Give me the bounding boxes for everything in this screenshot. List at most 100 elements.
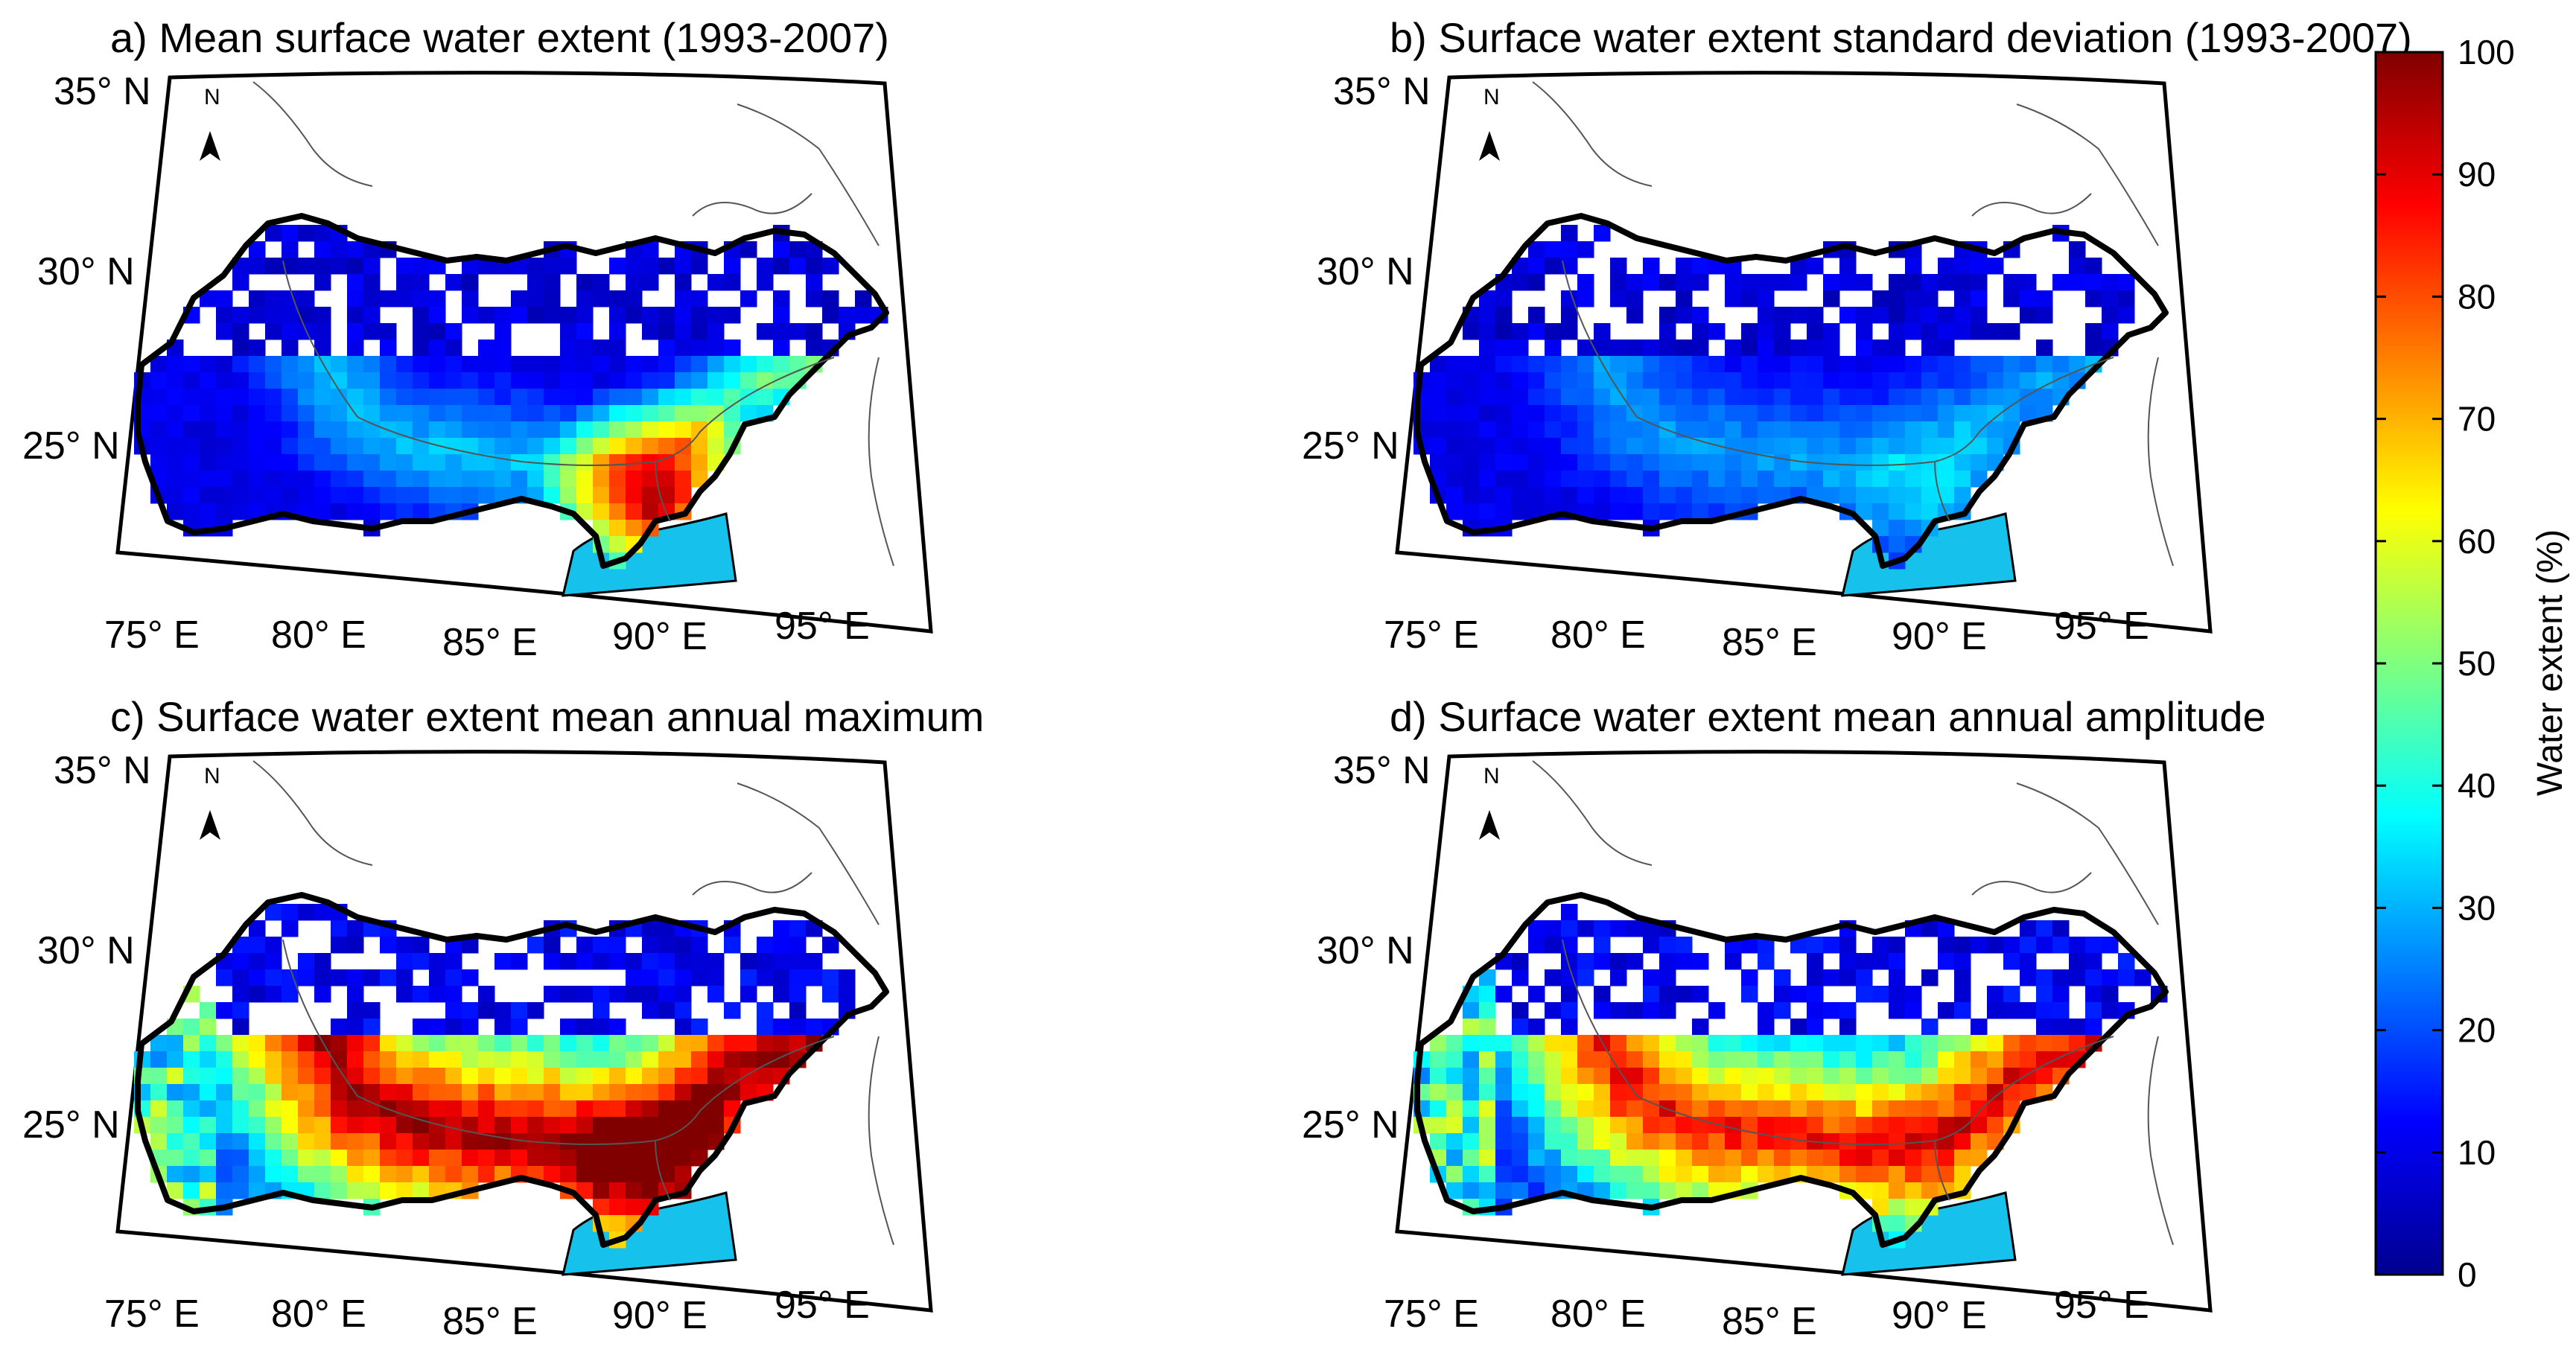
raster-cell (314, 1133, 331, 1150)
raster-cell (1954, 372, 1971, 389)
raster-cell (1708, 487, 1726, 504)
raster-cell (462, 454, 479, 471)
raster-cell (1839, 405, 1857, 422)
raster-cell (1741, 1035, 1758, 1052)
lon-label: 90° E (1892, 1294, 1987, 1337)
raster-cell (1659, 340, 1676, 357)
raster-cell (1610, 1002, 1627, 1019)
raster-cell (839, 969, 856, 987)
raster-cell (593, 520, 610, 537)
raster-cell (314, 1117, 331, 1134)
raster-cell (413, 1133, 430, 1150)
raster-cell (2052, 1002, 2070, 1019)
raster-cell (1921, 1182, 1939, 1199)
raster-cell (167, 405, 184, 422)
raster-cell (1823, 454, 1840, 471)
raster-cell (527, 1035, 544, 1052)
raster-cell (1479, 1019, 1496, 1036)
raster-cell (691, 1117, 708, 1134)
raster-cell (642, 1051, 659, 1068)
raster-cell (183, 1117, 200, 1134)
raster-cell (1971, 1019, 1988, 1036)
raster-cell (2003, 1051, 2020, 1068)
raster-cell (494, 1100, 512, 1118)
raster-cell (1790, 274, 1807, 291)
raster-cell (757, 1019, 774, 1036)
raster-cell (331, 438, 348, 455)
lon-label: 75° E (104, 613, 200, 657)
raster-cell (773, 986, 790, 1003)
raster-cell (265, 471, 282, 488)
raster-cell (216, 405, 233, 422)
raster-cell (691, 969, 708, 987)
raster-cell (1545, 1002, 1562, 1019)
raster-cell (380, 405, 397, 422)
raster-cell (2036, 1019, 2053, 1036)
raster-cell (1856, 503, 1873, 520)
raster-cell (413, 356, 430, 373)
raster-cell (822, 969, 839, 987)
raster-cell (2036, 356, 2053, 373)
raster-cell (1577, 1068, 1594, 1085)
raster-cell (347, 274, 364, 291)
raster-cell (1659, 986, 1676, 1003)
raster-cell (560, 421, 577, 439)
raster-cell (1872, 953, 1889, 970)
raster-cell (1659, 389, 1676, 406)
raster-cell (609, 520, 626, 537)
raster-cell (396, 1035, 413, 1052)
raster-cell (298, 389, 315, 406)
raster-cell (1659, 454, 1676, 471)
raster-cell (1643, 372, 1660, 389)
raster-cell (609, 372, 626, 389)
raster-cell (232, 340, 249, 357)
raster-cell (1610, 1084, 1627, 1101)
raster-cell (445, 1051, 462, 1068)
raster-cell (1921, 487, 1939, 504)
raster-cell (249, 372, 266, 389)
basin-raster (1413, 904, 2168, 1249)
raster-cell (200, 1019, 217, 1036)
raster-cell (265, 1117, 282, 1134)
raster-cell (232, 1150, 249, 1167)
raster-cell (2020, 937, 2037, 954)
raster-cell (1528, 920, 1545, 937)
raster-cell (1839, 1117, 1857, 1134)
raster-cell (1610, 258, 1627, 275)
raster-cell (150, 1117, 168, 1134)
raster-cell (1725, 290, 1742, 307)
raster-cell (1807, 1117, 1824, 1134)
raster-cell (282, 1166, 299, 1183)
raster-cell (1774, 307, 1791, 324)
raster-cell (544, 1084, 561, 1101)
raster-cell (1643, 487, 1660, 504)
raster-cell (1954, 454, 1971, 471)
raster-cell (609, 536, 626, 553)
raster-cell (1905, 1068, 1922, 1085)
raster-cell (1676, 340, 1693, 357)
raster-cell (150, 405, 168, 422)
raster-cell (216, 1100, 233, 1118)
raster-cell (1921, 356, 1939, 373)
raster-cell (609, 1199, 626, 1216)
raster-cell (757, 1035, 774, 1052)
raster-cell (1987, 1084, 2004, 1101)
raster-cell (347, 438, 364, 455)
raster-cell (1676, 454, 1693, 471)
raster-cell (1626, 372, 1644, 389)
north-arrow-label: N (204, 764, 220, 788)
raster-cell (1823, 937, 1840, 954)
raster-cell (675, 953, 692, 970)
north-arrow-icon: N (200, 764, 220, 840)
raster-cell (1676, 290, 1693, 307)
raster-cell (1545, 389, 1562, 406)
raster-cell (1495, 290, 1513, 307)
raster-cell (1954, 1100, 1971, 1118)
raster-cell (1790, 1035, 1807, 1052)
raster-cell (1626, 307, 1644, 324)
raster-cell (380, 503, 397, 520)
raster-cell (183, 1166, 200, 1183)
raster-cell (1446, 1084, 1463, 1101)
raster-cell (413, 1166, 430, 1183)
raster-cell (363, 1002, 381, 1019)
